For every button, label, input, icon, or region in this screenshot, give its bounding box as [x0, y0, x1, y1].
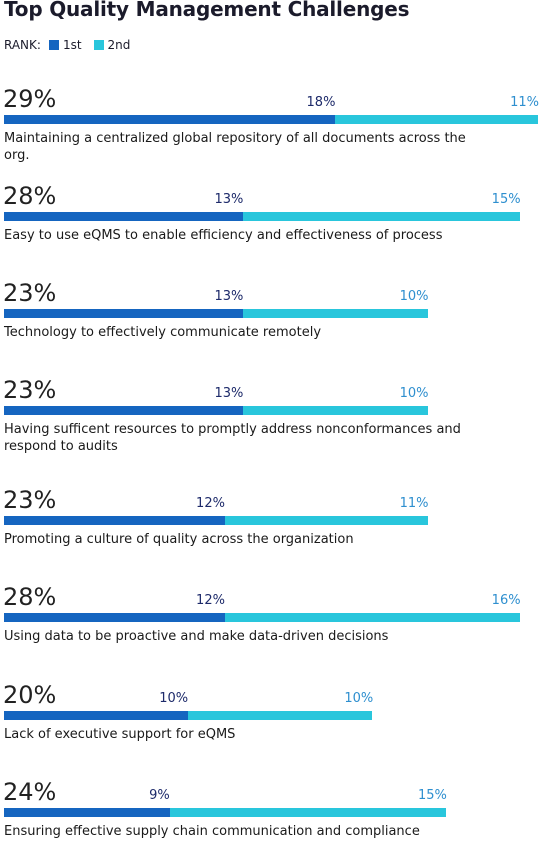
- total-label: 28%: [3, 182, 57, 210]
- total-label: 23%: [3, 376, 57, 404]
- chart-row: 23% 13% 10% Technology to effectively commu…: [0, 279, 545, 369]
- value-label-2nd: 10%: [344, 691, 374, 706]
- category-label: Using data to be proactive and make data…: [4, 629, 389, 644]
- legend-swatch-2nd: [93, 40, 104, 50]
- chart-title: Top Quality Management Challenges: [4, 0, 410, 21]
- bar-2nd: [335, 115, 538, 124]
- value-label-2nd: 11%: [399, 496, 429, 511]
- legend-swatch-1st: [48, 40, 59, 50]
- value-label-2nd: 15%: [491, 192, 521, 207]
- value-label-2nd: 16%: [491, 593, 521, 608]
- value-label-1st: 13%: [214, 192, 244, 207]
- category-label: Ensuring effective supply chain communic…: [4, 824, 420, 839]
- chart-row: 20% 10% 10% Lack of executive support for e…: [0, 681, 545, 771]
- value-label-1st: 13%: [214, 386, 244, 401]
- bar-1st: [4, 406, 244, 415]
- legend-label-1st: 1st: [62, 38, 82, 52]
- value-label-2nd: 10%: [399, 289, 429, 304]
- legend-title: RANK:: [4, 38, 41, 52]
- legend: RANK: 1st 2nd: [4, 38, 134, 52]
- chart-row: 28% 13% 15% Easy to use eQMS to enable effi…: [0, 182, 545, 272]
- category-label: Easy to use eQMS to enable efficiency an…: [4, 228, 443, 243]
- bar-1st: [4, 613, 225, 622]
- bar-2nd: [224, 516, 428, 525]
- total-label: 23%: [3, 486, 57, 514]
- value-label-2nd: 15%: [418, 788, 447, 803]
- chart-row: 28% 12% 16% Using data to be proactive and …: [0, 583, 545, 673]
- value-label-1st: 10%: [159, 691, 189, 706]
- category-label: Technology to effectively communicate re…: [4, 325, 322, 340]
- total-label: 29%: [3, 85, 57, 113]
- bar-2nd: [169, 808, 446, 817]
- bar-1st: [4, 115, 336, 124]
- chart-row: 29% 18% 11% Maintaining a centralized globa…: [0, 85, 545, 175]
- category-label: Having sufficent resources to promptly a…: [4, 422, 461, 454]
- value-label-1st: 9%: [149, 788, 170, 803]
- chart-row: 23% 13% 10% Having sufficent resources to p…: [0, 376, 545, 466]
- bar-1st: [4, 516, 225, 525]
- chart-plot: 29% 18% 11% Maintaining a centralized globa…: [0, 85, 545, 839]
- value-label-1st: 12%: [196, 496, 225, 511]
- bar-1st: [4, 711, 189, 720]
- total-label: 24%: [3, 778, 57, 806]
- total-label: 28%: [3, 583, 57, 611]
- chart-row: 23% 12% 11% Promoting a culture of quality …: [0, 486, 545, 576]
- total-label: 20%: [3, 681, 57, 709]
- bar-1st: [4, 212, 244, 221]
- value-label-1st: 13%: [214, 289, 244, 304]
- bar-2nd: [243, 406, 428, 415]
- category-label: Promoting a culture of quality across th…: [4, 532, 354, 547]
- category-label: Maintaining a centralized global reposit…: [4, 131, 466, 163]
- bar-2nd: [243, 212, 520, 221]
- value-label-1st: 18%: [306, 95, 336, 110]
- value-label-2nd: 10%: [399, 386, 429, 401]
- bar-2nd: [224, 613, 520, 622]
- category-label: Lack of executive support for eQMS: [4, 727, 236, 742]
- chart-row: 24% 9% 15% Ensuring effective supply chain …: [0, 778, 545, 868]
- total-label: 23%: [3, 279, 57, 307]
- bar-2nd: [188, 711, 373, 720]
- bar-1st: [4, 808, 170, 817]
- value-label-2nd: 11%: [510, 95, 539, 110]
- legend-label-2nd: 2nd: [107, 38, 131, 52]
- bar-2nd: [243, 309, 428, 318]
- value-label-1st: 12%: [196, 593, 225, 608]
- bar-1st: [4, 309, 244, 318]
